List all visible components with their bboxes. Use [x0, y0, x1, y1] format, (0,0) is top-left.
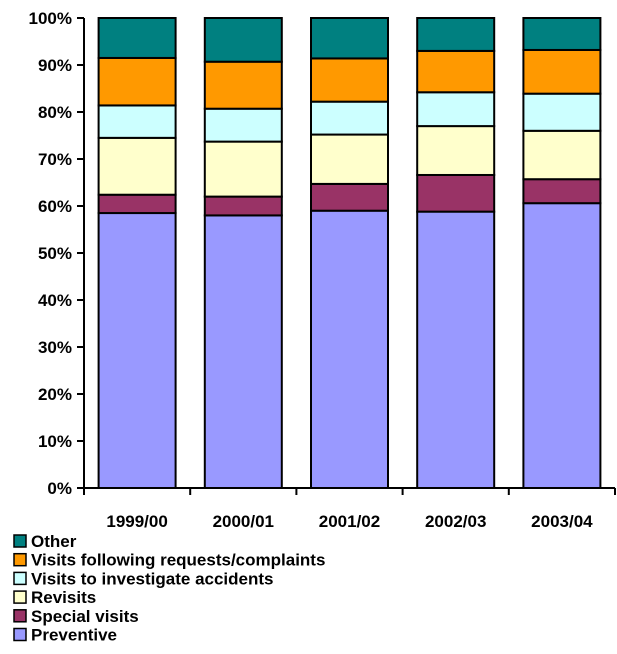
y-tick-label: 100%	[29, 9, 72, 28]
legend-swatch	[13, 571, 27, 586]
legend-label: Revisits	[31, 588, 96, 607]
bar-segment-revisits-2001-02	[310, 133, 389, 185]
legend-swatch	[13, 627, 27, 642]
y-tick-label: 60%	[38, 197, 72, 216]
bar-segment-preventive-2002-03	[416, 210, 496, 489]
legend-swatch	[13, 552, 27, 567]
bar-segment-special-visits-1999-00	[97, 193, 177, 215]
bar-segment-preventive-2003-04	[522, 202, 602, 489]
bar-segment-visits-to-investigate-accidents-2002-03	[416, 91, 496, 128]
bar-segment-visits-to-investigate-accidents-2000-01	[203, 107, 283, 143]
y-tick-label: 0%	[47, 479, 72, 498]
x-category-labels: 1999/00 2000/01 2001/02 2002/03 2003/04	[106, 512, 593, 531]
bar-segment-visits-following-requests-complaints-2002-03	[416, 49, 496, 94]
bar-segment-visits-to-investigate-accidents-1999-00	[97, 104, 177, 139]
bars-group	[97, 17, 602, 490]
y-tick-label: 80%	[38, 103, 72, 122]
x-category-label: 2003/04	[531, 512, 593, 531]
bar-segment-special-visits-2002-03	[416, 173, 496, 213]
x-category-label: 2001/02	[319, 512, 380, 531]
legend-label: Visits following requests/complaints	[31, 551, 325, 570]
bar-segment-revisits-1999-00	[97, 136, 177, 196]
bar-segment-other-2003-04	[522, 17, 602, 51]
y-tick-label: 90%	[38, 56, 72, 75]
y-tick-labels: 0% 10% 20% 30% 40% 50% 60% 70% 80% 90% 100%	[29, 9, 72, 498]
y-tick-label: 50%	[38, 244, 72, 263]
bar-segment-visits-following-requests-complaints-2003-04	[522, 48, 602, 95]
y-tick-label: 10%	[38, 432, 72, 451]
bar-segment-revisits-2000-01	[203, 140, 283, 198]
legend-swatch	[13, 534, 27, 548]
bar-segment-special-visits-2003-04	[522, 178, 602, 205]
bar-segment-special-visits-2000-01	[203, 195, 283, 217]
bar-segment-preventive-2001-02	[310, 209, 389, 489]
x-category-label: 2002/03	[425, 512, 486, 531]
bar-segment-preventive-2000-01	[203, 214, 283, 489]
bar-segment-special-visits-2001-02	[310, 182, 389, 212]
bar-segment-visits-following-requests-complaints-1999-00	[97, 56, 177, 107]
bar-segment-visits-to-investigate-accidents-2001-02	[310, 100, 389, 136]
legend-label: Other	[31, 532, 77, 551]
y-tick-label: 70%	[38, 150, 72, 169]
bar-segment-visits-following-requests-complaints-2000-01	[203, 60, 283, 110]
bar-segment-revisits-2002-03	[416, 125, 496, 176]
legend-label: Special visits	[31, 607, 139, 626]
y-tick-label: 30%	[38, 338, 72, 357]
axes-group	[77, 17, 616, 495]
x-category-label: 2000/01	[213, 512, 274, 531]
bar-segment-other-2002-03	[416, 17, 496, 52]
y-tick-label: 40%	[38, 291, 72, 310]
bar-segment-revisits-2003-04	[522, 129, 602, 181]
y-tick-label: 20%	[38, 385, 72, 404]
legend-swatch	[13, 609, 27, 623]
legend-swatch	[13, 590, 27, 604]
bar-segment-other-2001-02	[310, 17, 389, 60]
bar-segment-other-2000-01	[203, 17, 283, 63]
bar-segment-preventive-1999-00	[97, 212, 177, 490]
legend-label: Preventive	[31, 626, 117, 645]
bar-segment-visits-to-investigate-accidents-2003-04	[522, 92, 602, 132]
x-category-label: 1999/00	[106, 512, 167, 531]
bar-segment-other-1999-00	[97, 17, 177, 59]
legend-label: Visits to investigate accidents	[31, 569, 274, 588]
bar-segment-visits-following-requests-complaints-2001-02	[310, 57, 389, 103]
